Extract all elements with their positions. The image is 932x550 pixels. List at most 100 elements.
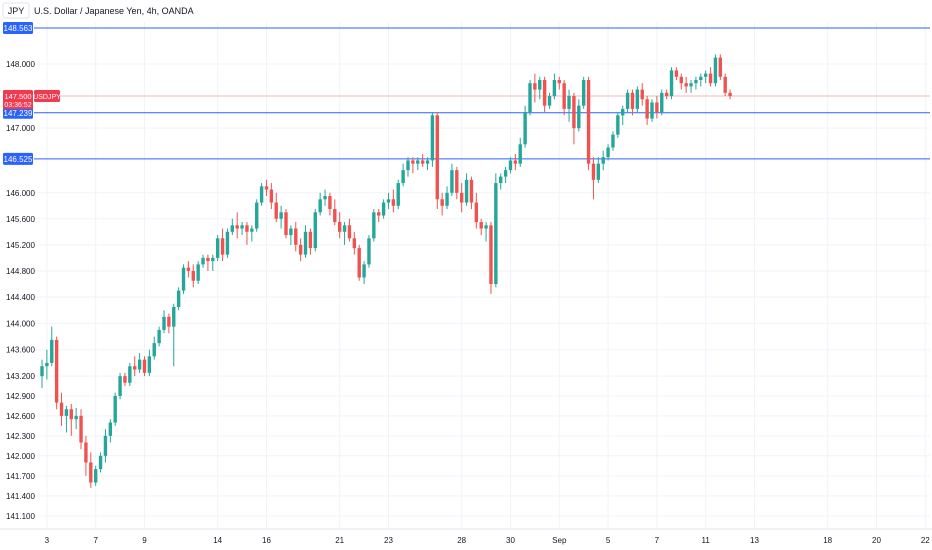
- price-tick-label: 143.200: [6, 372, 35, 381]
- candle: [616, 112, 620, 138]
- candle-body: [103, 435, 108, 456]
- candle-body: [54, 339, 59, 403]
- candle-body: [630, 92, 635, 109]
- candle-body: [69, 409, 73, 420]
- candle-body: [606, 147, 610, 158]
- candle: [411, 157, 415, 174]
- candle: [396, 179, 400, 210]
- time-axis[interactable]: 3 7 9 14 16 21 23 28 30 Sep 5 7 11 13 18 20 22: [0, 528, 932, 545]
- candle-body: [416, 160, 420, 164]
- horizontal-level-label: 147.239: [4, 109, 33, 118]
- candle-body: [235, 225, 239, 229]
- price-tick-label: 141.400: [6, 492, 35, 501]
- candle-body: [708, 73, 713, 84]
- candle: [240, 222, 244, 236]
- candle: [533, 73, 537, 103]
- candle: [416, 157, 420, 171]
- candle: [674, 67, 679, 81]
- symbol-label[interactable]: JPY: [8, 6, 25, 16]
- candle: [689, 80, 693, 93]
- candle-body: [186, 267, 191, 271]
- candle-body: [406, 160, 410, 171]
- candle-body: [586, 80, 591, 164]
- time-tick-label: 16: [262, 536, 271, 545]
- candle-body: [294, 228, 298, 245]
- candle-body: [562, 83, 566, 109]
- price-tick-label: 142.600: [6, 412, 35, 421]
- candle: [118, 372, 122, 400]
- chart-header: JPY U.S. Dollar / Japanese Yen, 4h, OAND…: [2, 2, 194, 19]
- candle: [499, 173, 503, 190]
- candle: [572, 92, 576, 145]
- time-tick-label: 20: [872, 536, 881, 545]
- candle: [669, 67, 674, 100]
- time-tick-label: 7: [655, 536, 660, 545]
- candle-body: [98, 455, 103, 470]
- candle: [474, 192, 479, 229]
- candle-body: [142, 359, 147, 373]
- candle: [137, 353, 142, 373]
- candle: [157, 326, 161, 347]
- candle-body: [40, 366, 44, 377]
- candle-body: [572, 96, 576, 129]
- candle: [694, 76, 698, 90]
- candle-body: [64, 409, 69, 416]
- candle: [450, 163, 454, 197]
- candle-body: [162, 316, 166, 330]
- candle: [601, 150, 605, 171]
- candle: [84, 435, 88, 476]
- candle: [464, 173, 469, 206]
- candle-body: [362, 264, 366, 278]
- candle-body: [401, 170, 405, 184]
- candle-body: [230, 225, 235, 232]
- candle: [181, 264, 186, 294]
- candle: [640, 83, 644, 106]
- symbol-box[interactable]: [2, 2, 30, 19]
- candle-body: [347, 225, 352, 239]
- candle-body: [167, 316, 171, 327]
- candle: [684, 76, 688, 93]
- candle-body: [274, 202, 278, 219]
- candle-body: [328, 196, 332, 210]
- candle: [479, 218, 483, 236]
- candle: [425, 157, 430, 171]
- candle-body: [269, 189, 274, 203]
- candle: [147, 349, 152, 377]
- candle: [713, 54, 718, 87]
- candle: [406, 157, 410, 177]
- candle: [64, 405, 69, 433]
- candle-body: [552, 80, 557, 97]
- candle: [206, 254, 210, 271]
- candle-body: [611, 134, 615, 148]
- candle: [367, 235, 371, 268]
- candle-body: [342, 225, 347, 232]
- time-tick-label: 23: [384, 536, 393, 545]
- horizontal-lines-layer[interactable]: [34, 27, 930, 160]
- candle: [621, 105, 625, 125]
- candle-body: [352, 238, 357, 249]
- chart-title: U.S. Dollar / Japanese Yen, 4h, OANDA: [34, 6, 194, 16]
- candle-body: [313, 212, 317, 249]
- candle: [538, 76, 542, 100]
- candle-body: [93, 469, 98, 483]
- candle-body: [523, 112, 527, 145]
- candle-body: [508, 160, 513, 171]
- candle: [255, 199, 259, 232]
- candle: [513, 153, 518, 171]
- candle: [245, 222, 249, 245]
- candle-body: [474, 202, 479, 223]
- time-tick-label: 30: [506, 536, 515, 545]
- candle-body: [284, 212, 288, 236]
- candle: [372, 209, 376, 242]
- candle-body: [147, 356, 152, 373]
- candle-body: [557, 80, 561, 84]
- candle: [679, 73, 683, 90]
- candle: [547, 92, 552, 109]
- candle-body: [513, 160, 518, 164]
- candle: [591, 157, 596, 200]
- price-axis[interactable]: 148.000 147.000 146.000 145.600 145.200 144.8…: [6, 60, 35, 521]
- candle: [552, 73, 557, 100]
- candle-body: [703, 73, 708, 77]
- candle-body: [367, 238, 371, 265]
